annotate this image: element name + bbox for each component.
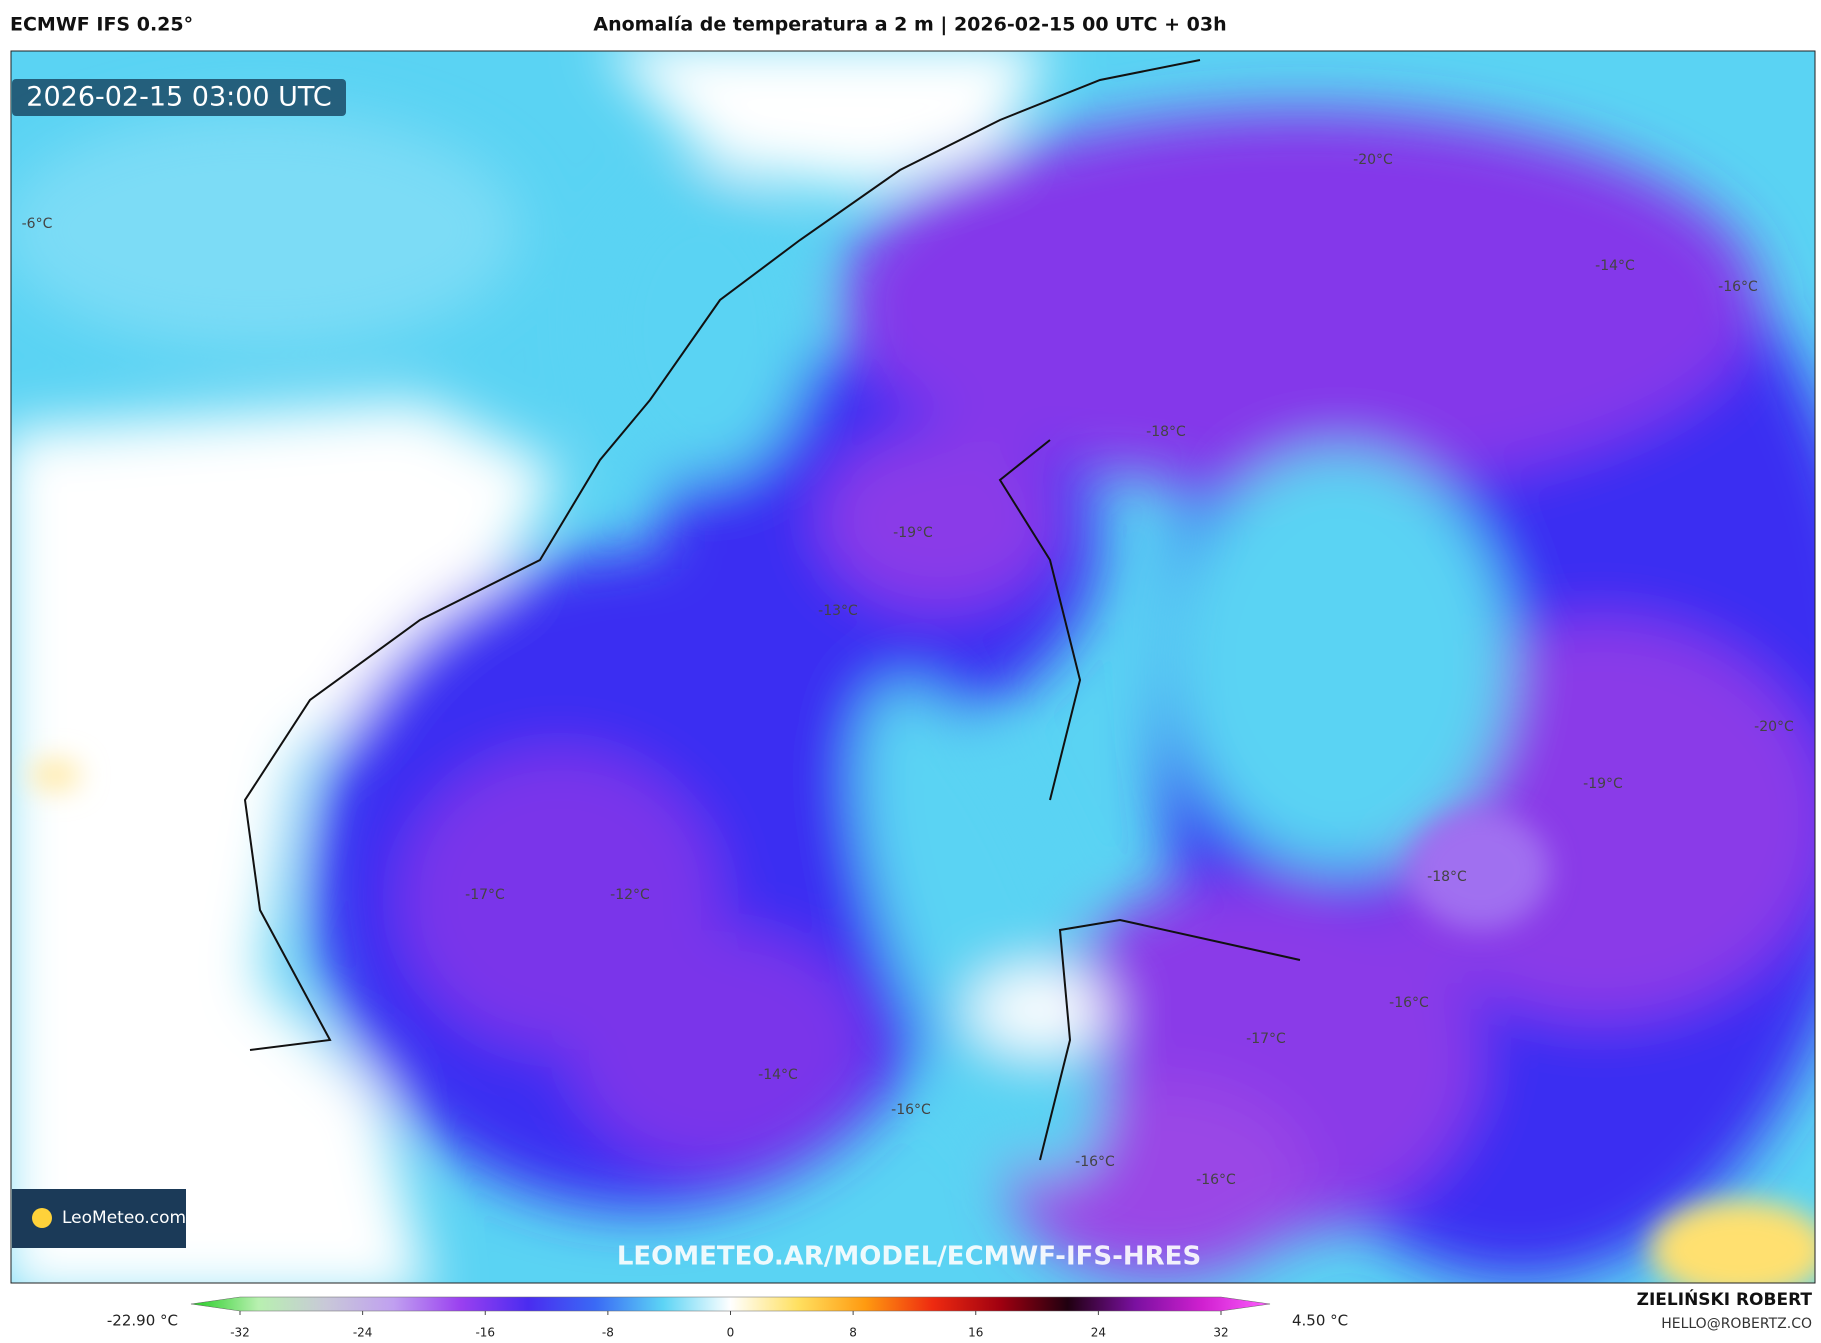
colorbar-tick-label: 16: [968, 1326, 983, 1340]
model-name: ECMWF IFS 0.25°: [10, 14, 193, 36]
colorbar-tick-label: 24: [1091, 1326, 1106, 1340]
credit-name: ZIELIŃSKI ROBERT: [1637, 1288, 1813, 1310]
temperature-label: -18°C: [1146, 424, 1186, 440]
temperature-label: -16°C: [1196, 1172, 1236, 1188]
temperature-label: -18°C: [1427, 869, 1467, 885]
colorbar-tick-label: -32: [230, 1326, 250, 1340]
coastline: [998, 439, 1082, 801]
map-frame: [10, 50, 1816, 1284]
temperature-label: -14°C: [758, 1067, 798, 1083]
coastline: [243, 59, 1201, 1051]
timestamp: 2026-02-15 03:00 UTC: [26, 82, 331, 113]
temperature-label: -6°C: [22, 216, 53, 232]
temperature-label: -12°C: [610, 887, 650, 903]
coastline: [1039, 918, 1301, 1161]
logo-sun: [32, 1208, 52, 1228]
temperature-label: -14°C: [1595, 258, 1635, 274]
colorbar-min: -22.90 °C: [107, 1312, 178, 1330]
logo-text: LeoMeteo.com: [62, 1208, 186, 1228]
map: -6°C -20°C -14°C -16°C -18°C -19°C -13°C -20°C -…: [11, 51, 1815, 1283]
temperature-label: -16°C: [1718, 279, 1758, 295]
colorbar-tick-label: 32: [1213, 1326, 1228, 1340]
temperature-label: -13°C: [818, 603, 858, 619]
colorbar-tick-label: -16: [475, 1326, 495, 1340]
temperature-label: -16°C: [1075, 1154, 1115, 1170]
temperature-label: -19°C: [893, 525, 933, 541]
colorbar-tick-label: 8: [849, 1326, 857, 1340]
temperature-label: -17°C: [465, 887, 505, 903]
credit-email: HELLO@ROBERTZ.CO: [1661, 1316, 1812, 1332]
map-title: Anomalía de temperatura a 2 m | 2026-02-…: [593, 14, 1226, 36]
colorbar-tick-label: -24: [353, 1326, 373, 1340]
colorbar-tick-label: -8: [602, 1326, 614, 1340]
timestamp-box: [12, 79, 346, 116]
temperature-label: -19°C: [1583, 776, 1623, 792]
anomaly-field: [11, 51, 1815, 1283]
temperature-label: -16°C: [891, 1102, 931, 1118]
colorbar-tick-label: 0: [727, 1326, 735, 1340]
temperature-label: -16°C: [1389, 995, 1429, 1011]
colorbar-bar: [190, 1296, 1271, 1312]
map-labels: -6°C -20°C -14°C -16°C -18°C -19°C -13°C -20°C -…: [22, 152, 1794, 1188]
colorbar: -22.90 °C 4.50 °C -32 -24 -16 -8 0 8 16 24 32: [107, 1296, 1348, 1340]
watermark: LEOMETEO.AR/MODEL/ECMWF-IFS-HRES: [617, 1242, 1201, 1272]
colorbar-max: 4.50 °C: [1292, 1312, 1348, 1330]
temperature-label: -20°C: [1353, 152, 1393, 168]
temperature-label: -20°C: [1754, 719, 1794, 735]
temperature-label: -17°C: [1246, 1031, 1286, 1047]
anomaly-detail: [30, 760, 1815, 1283]
